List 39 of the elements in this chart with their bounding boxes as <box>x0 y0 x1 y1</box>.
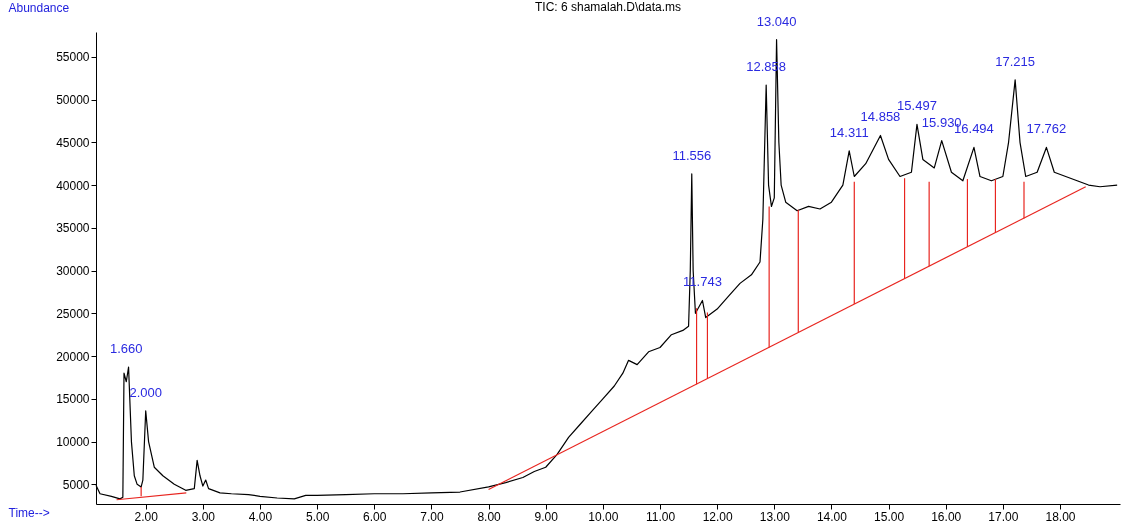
x-tick-label: 9.00 <box>534 509 559 524</box>
x-tick-label: 11.00 <box>645 509 676 524</box>
x-tick-label: 13.00 <box>759 509 791 524</box>
y-tick-label: 35000 <box>56 221 90 236</box>
x-axis-title: Time--> <box>8 505 50 520</box>
x-tick-label: 15.00 <box>874 509 905 524</box>
annotation: 2.000 <box>129 384 162 400</box>
annotation: 13.040 <box>756 13 797 29</box>
y-tick-label: 40000 <box>56 178 90 193</box>
y-tick-label: 5000 <box>62 477 90 492</box>
x-tick-label: 14.00 <box>816 509 848 524</box>
x-tick-label: 3.00 <box>191 509 216 524</box>
y-tick-label: 25000 <box>56 306 90 321</box>
annotation: 14.858 <box>860 109 901 125</box>
y-tick-label: 45000 <box>56 135 90 150</box>
y-tick-label: 20000 <box>56 349 90 364</box>
x-tick-label: 6.00 <box>363 509 387 524</box>
x-tick-label: 16.00 <box>931 509 962 524</box>
x-tick-label: 5.00 <box>305 509 330 524</box>
annotation: 14.311 <box>829 124 869 140</box>
y-tick-label: 50000 <box>56 93 90 108</box>
x-tick-label: 8.00 <box>477 509 502 524</box>
x-tick-label: 17.00 <box>988 509 1019 524</box>
y-tick-label: 10000 <box>56 435 90 450</box>
x-tick-label: 18.00 <box>1045 509 1076 524</box>
x-tick-label: 2.00 <box>134 509 159 524</box>
y-tick-label: 30000 <box>56 264 90 279</box>
x-tick-label: 4.00 <box>248 509 273 524</box>
annotation: 17.215 <box>995 53 1036 69</box>
x-tick-label: 10.00 <box>588 509 619 524</box>
annotation: 11.556 <box>672 147 712 163</box>
x-tick-label: 7.00 <box>420 509 444 524</box>
y-axis-title: Abundance <box>8 0 70 15</box>
y-tick-label: 15000 <box>56 392 90 407</box>
chart-title: TIC: 6 shamalah.D\data.ms <box>534 0 682 14</box>
annotation: 1.660 <box>110 341 143 357</box>
x-tick-label: 12.00 <box>702 509 733 524</box>
annotation: 17.762 <box>1026 121 1067 137</box>
y-tick-label: 55000 <box>56 50 90 65</box>
